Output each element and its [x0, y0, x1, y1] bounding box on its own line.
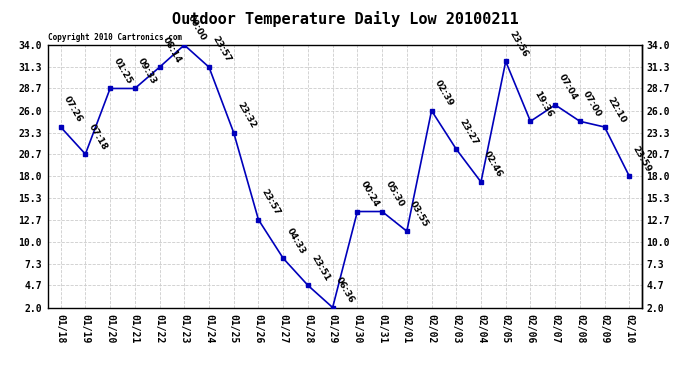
Text: Outdoor Temperature Daily Low 20100211: Outdoor Temperature Daily Low 20100211: [172, 11, 518, 27]
Text: 23:57: 23:57: [260, 188, 282, 217]
Text: 01:25: 01:25: [112, 57, 134, 86]
Text: 05:30: 05:30: [384, 180, 406, 209]
Text: 08:14: 08:14: [161, 35, 183, 64]
Text: 07:00: 07:00: [581, 90, 603, 118]
Text: 19:36: 19:36: [532, 89, 554, 118]
Text: 23:56: 23:56: [507, 29, 529, 58]
Text: 07:18: 07:18: [87, 122, 109, 152]
Text: 09:33: 09:33: [136, 56, 158, 86]
Text: 07:04: 07:04: [557, 73, 579, 102]
Text: 06:36: 06:36: [334, 276, 356, 305]
Text: 07:26: 07:26: [62, 95, 84, 124]
Text: 02:39: 02:39: [433, 78, 455, 108]
Text: 23:59: 23:59: [631, 144, 653, 174]
Text: 00:24: 00:24: [359, 180, 381, 209]
Text: 23:32: 23:32: [235, 101, 257, 130]
Text: 03:55: 03:55: [408, 199, 431, 228]
Text: 23:57: 23:57: [210, 35, 233, 64]
Text: 23:51: 23:51: [309, 253, 331, 283]
Text: 22:10: 22:10: [606, 95, 628, 124]
Text: 23:27: 23:27: [457, 117, 480, 146]
Text: Copyright 2010 Cartronics.com: Copyright 2010 Cartronics.com: [48, 33, 182, 42]
Text: 02:46: 02:46: [482, 150, 504, 179]
Text: 00:00: 00:00: [186, 13, 208, 42]
Text: 04:33: 04:33: [284, 226, 306, 255]
